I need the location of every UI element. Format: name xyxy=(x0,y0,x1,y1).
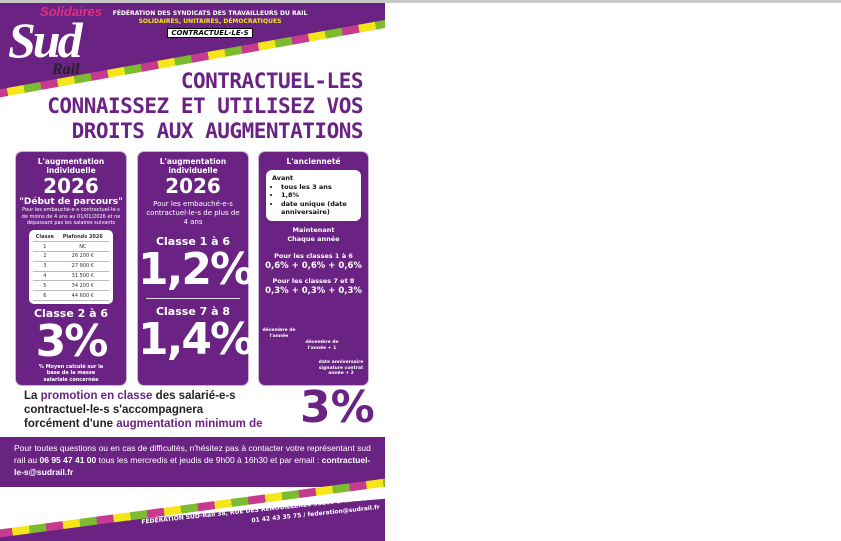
contact-phone[interactable]: 06 95 47 41 00 xyxy=(39,455,97,465)
card-classes: Classe 2 à 6 xyxy=(33,306,109,320)
card-desc: Pour les embauché-e-s contractuel-le-s d… xyxy=(21,207,121,226)
card-label: L'ancienneté xyxy=(286,157,341,166)
contractuel-badge: CONTRACTUEL-LE-S xyxy=(167,28,253,38)
card-label: L'augmentation individuelle xyxy=(159,157,227,175)
table-cell: 31 500 € xyxy=(56,271,109,282)
before-title: Avant xyxy=(272,174,294,182)
table-cell: NC xyxy=(56,241,109,253)
group-b: Pour les classes 7 et 8 xyxy=(272,276,355,285)
card-plus-4-ans: L'augmentation individuelle 2026 Pour le… xyxy=(137,151,254,386)
divider xyxy=(146,298,240,299)
promo-text: contractuel-le-s s'accompagnera xyxy=(24,404,204,416)
ceiling-table: Classe Plafonds 2026 1 NC 2 26 200 €3 27 900 … xyxy=(29,229,113,304)
table-cell: 27 900 € xyxy=(56,261,109,272)
contact-band: Pour toutes questions ou en cas de diffi… xyxy=(0,437,385,487)
table-row: 1 NC xyxy=(33,241,109,253)
promo-text: des salarié-e-s xyxy=(152,390,236,402)
card-note: % Moyen calculé sur la base de la masse … xyxy=(38,363,104,383)
before-item: tous les 3 ans xyxy=(281,183,355,192)
table-row: 6 44 600 € xyxy=(33,290,109,301)
card-subtitle: "Début de parcours" xyxy=(19,197,123,207)
logo-sud: Sud xyxy=(8,12,83,68)
card-desc: Pour les embauché-e-s contractuel-le-s d… xyxy=(146,200,240,226)
contact-text: Pour toutes questions ou en cas de diffi… xyxy=(14,443,371,465)
table-row: 2 26 200 € xyxy=(33,251,109,262)
federation-header: FÉDÉRATION DES SYNDICATS DES TRAVAILLEUR… xyxy=(110,10,310,38)
title-line: DROITS AUX AUGMENTATIONS xyxy=(71,119,364,143)
formula-b: 0,3% + 0,3% + 0,3% xyxy=(265,285,362,296)
promotion-text: La promotion en classe des salarié-e-s c… xyxy=(24,389,263,431)
step-3: date anniversaire signature contrat anné… xyxy=(318,360,364,376)
card-anciennete: L'ancienneté Avant tous les 3 ans 1,8% d… xyxy=(258,151,369,386)
card-year: 2026 xyxy=(43,174,99,198)
card-label: L'augmentation individuelle xyxy=(37,157,105,175)
promo-highlight: augmentation minimum de xyxy=(116,418,263,430)
title-line: CONNAISSEZ ET UTILISEZ VOS xyxy=(47,94,363,118)
contact-email[interactable]: contractuel-le-s@sudrail.fr xyxy=(14,455,371,477)
promo-text: La xyxy=(24,390,41,402)
before-item: 1,8% xyxy=(281,191,355,200)
contact-text: tous les mercredis et jeudis de 9h00 à 1… xyxy=(96,455,322,465)
now-label-2: Chaque année xyxy=(287,234,340,243)
logo-solidaires: Solidaires xyxy=(40,4,103,19)
federation-name: FÉDÉRATION DES SYNDICATS DES TRAVAILLEUR… xyxy=(112,10,308,17)
promo-highlight: promotion en classe xyxy=(40,390,153,402)
table-cell: 34 200 € xyxy=(56,280,109,292)
group-a: Pour les classes 1 à 6 xyxy=(274,251,353,260)
promo-text: forcément d'une xyxy=(24,418,117,430)
table-cell: 2 xyxy=(33,251,57,262)
logo-rail: Rail xyxy=(52,61,80,78)
table-row: 4 31 500 € xyxy=(33,271,109,282)
before-box: Avant tous les 3 ans 1,8% date unique (d… xyxy=(266,170,361,221)
table-row: 5 34 200 € xyxy=(33,280,109,292)
table-cell: 4 xyxy=(33,271,57,282)
step-2: décembre de l'année + 1 xyxy=(305,340,339,351)
table-cell: 5 xyxy=(33,280,57,292)
tagline: SOLIDAIRES, UNITAIRES, DÉMOCRATIQUES xyxy=(138,18,282,25)
card-class-b: Classe 7 à 8 xyxy=(155,305,231,318)
card-value: 3% xyxy=(35,315,109,367)
table-row: 3 27 900 € xyxy=(33,261,109,272)
step-1: décembre de l'année xyxy=(262,328,296,339)
table-cell: 44 600 € xyxy=(56,290,109,301)
before-item: date unique (date anniversaire) xyxy=(281,200,355,217)
formula-a: 0,6% + 0,6% + 0,6% xyxy=(265,260,362,271)
now-label: Maintenant xyxy=(292,225,335,234)
table-cell: 3 xyxy=(33,261,57,272)
card-year: 2026 xyxy=(165,174,221,198)
card-value-a: 1,2% xyxy=(138,244,254,295)
poster: Solidaires Sud Rail FÉDÉRATION DES SYNDI… xyxy=(0,3,385,541)
viewer-top-border xyxy=(0,0,841,3)
col-header: Classe xyxy=(33,232,57,243)
card-debut-parcours: L'augmentation individuelle 2026 "Début … xyxy=(15,151,127,386)
title-line: CONTRACTUEL-LES xyxy=(180,69,364,93)
page-title: CONTRACTUEL-LES CONNAISSEZ ET UTILISEZ V… xyxy=(47,69,363,144)
table-cell: 6 xyxy=(33,290,57,301)
card-class-a: Classe 1 à 6 xyxy=(155,235,231,248)
table-cell: 26 200 € xyxy=(56,251,109,262)
table-cell: 1 xyxy=(33,241,57,253)
promo-value: 3% xyxy=(300,382,375,433)
card-value-b: 1,4% xyxy=(138,314,254,365)
col-header: Plafonds 2026 xyxy=(56,232,109,243)
